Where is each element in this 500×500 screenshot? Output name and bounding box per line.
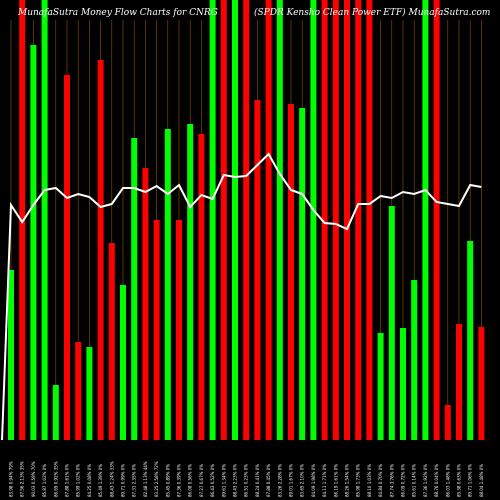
x-tick-label: 88.04 1.48% 0% [479,464,484,497]
flow-bar [153,220,160,440]
x-tick-label: 87.27 0.67% 0% [199,464,204,497]
x-tick-label: 87.56 2.13% 35% [20,461,25,497]
x-tick-label: 83.98 0.94% 79% [9,461,14,497]
x-tick-label: 87.74 3.76% 0% [389,464,394,497]
x-tick-label: 82.48 1.13% 44% [143,461,148,497]
flow-bar [52,385,59,440]
x-tick-label: 86.03 1.48% 0% [445,464,450,497]
flow-bar [265,0,272,440]
flow-bar [198,134,205,440]
flow-bar [187,124,194,440]
x-tick-label: 88.24 0.41% 0% [255,464,260,497]
flow-bar [97,60,104,440]
x-tick-label: 86.43 0.52% 0% [210,464,215,497]
flow-bar [355,0,362,440]
x-tick-label: 85.87 1.02% 0% [42,464,47,497]
x-tick-label: 84.11 1.71% 0% [322,464,327,497]
flow-bar [332,0,339,440]
flow-bar [388,206,395,440]
flow-bar [310,0,317,440]
flow-bar [344,0,350,440]
x-tick-label: 85.61 0.14% 0% [412,464,417,497]
flow-bar [422,0,429,440]
ticks-layer: 83.98 0.94% 79% 87.56 2.13% 35% 90.03 0.59… [9,461,484,497]
flow-bar [8,270,14,440]
flow-bar [444,405,451,440]
x-tick-label: 89.71 0.99% 0% [121,464,126,497]
flow-bar [366,0,373,440]
flow-bar [120,285,126,440]
flow-bar [131,138,138,440]
flow-bar [64,75,70,440]
x-tick-label: 89.61 1.34% 0% [221,464,226,497]
flow-bar [467,241,474,440]
line-layer [1,152,482,441]
x-tick-label: 87.36 0.39% 0% [177,464,182,497]
x-tick-label: 86.08 0.56% 0% [188,464,193,497]
flow-bar [86,347,93,440]
flow-bar [209,0,216,440]
flow-bar [176,220,182,440]
chart-title-left: MunafaSutra Money Flow Charts for CNRG [17,8,218,18]
x-tick-label: 89.71 1.06% 0% [468,464,473,497]
flow-bar [108,243,115,440]
x-tick-label: 84.25 0.08% 0% [87,464,92,497]
x-tick-label: 84.09 1.98% 0% [311,464,316,497]
flow-bar [30,45,37,440]
x-tick-label: 88.76 0.04% 0% [434,464,439,497]
x-tick-label: 90.03 0.59% 70% [31,461,36,497]
flow-bar [75,342,82,440]
x-tick-label: 84.84 0.70% 0% [378,464,383,497]
x-tick-label: 87.31 2.35% 0% [132,464,137,497]
flow-bar [164,129,171,440]
flow-bar [299,108,306,440]
flow-bar [478,327,485,440]
flow-bar [377,333,384,440]
x-tick-label: 88.43 1.24% 33% [109,461,114,497]
flow-bar [220,0,227,440]
flow-bar [400,328,406,440]
flow-bar [232,0,238,440]
flow-bar [288,104,294,440]
x-tick-label: 86.51 0.23% 0% [244,464,249,497]
x-tick-label: 87.36 1.92% 0% [423,464,428,497]
x-tick-label: 86.69 0.92% 35% [53,461,58,497]
x-tick-label: 86.09 0.72% 0% [401,464,406,497]
x-tick-label: 83.26 2.28% 0% [277,464,282,497]
flow-bar [433,0,440,440]
flow-bar [142,168,149,440]
flow-bar [254,100,261,440]
chart-title-right: (SPDR Kensho Clean Power ETF) MunafaSutr… [254,7,490,18]
x-tick-label: 88.10 1.03% 0% [367,464,372,497]
money-flow-line [1,152,482,441]
x-tick-label: 86.19 1.61% 0% [333,464,338,497]
bars-layer [8,0,485,440]
flow-bar [456,324,462,440]
flow-bar [243,0,250,440]
flow-bar [411,280,418,440]
flow-bar [276,0,283,440]
x-tick-label: 87.88 0.45% 0% [266,464,271,497]
flow-bar [19,0,26,440]
flow-bar [41,0,48,440]
x-tick-label: 85.49 1.39% 0% [98,464,103,497]
x-tick-label: 83.25 2.58% 72% [154,461,159,497]
x-tick-label: 89.01 1.67% 0% [289,464,294,497]
x-tick-label: 85.98 1.73% 0% [356,464,361,497]
x-tick-label: 83.65 2.10% 0% [300,464,305,497]
x-tick-label: 85.99 1.02% 0% [76,464,81,497]
x-tick-label: 87.88 1.61% 0% [65,464,70,497]
x-tick-label: 88.26 1.54% 0% [345,464,350,497]
x-tick-label: 88.43 2.23% 0% [233,464,238,497]
x-tick-label: 85.38 0.63% 0% [457,464,462,497]
x-tick-label: 85.45 0.89% 0% [165,464,170,497]
flow-bar [321,0,328,440]
